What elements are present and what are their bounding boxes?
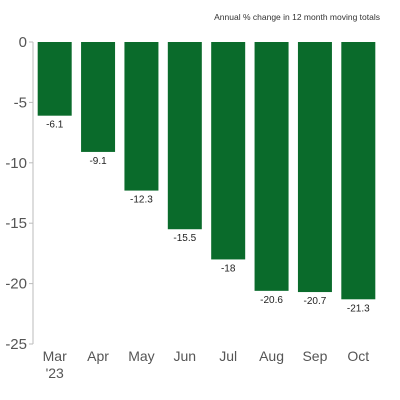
data-label: -20.7 — [304, 296, 327, 307]
data-label: -18 — [221, 263, 236, 274]
y-tick-label: -15 — [5, 215, 27, 232]
bar — [297, 42, 332, 293]
x-tick-label: Jul — [219, 348, 237, 364]
x-axis: Mar '23 Apr May Jun Jul Aug Sep Oct — [43, 348, 370, 381]
bar — [81, 42, 116, 152]
bar — [341, 42, 376, 300]
data-label: -6.1 — [46, 120, 64, 131]
x-tick-label: May — [128, 348, 154, 364]
y-tick-label: -5 — [14, 94, 27, 111]
bar — [254, 42, 289, 291]
y-tick-label: -25 — [5, 336, 27, 353]
data-label: -12.3 — [130, 195, 153, 206]
x-tick-label: Mar '23 — [43, 348, 67, 381]
data-label: -20.6 — [260, 295, 283, 306]
bar — [211, 42, 246, 260]
y-axis: 0 -5 -10 -15 -20 -25 — [5, 34, 34, 353]
x-tick-label: Aug — [259, 348, 284, 364]
x-tick-label: Jun — [174, 348, 197, 364]
x-tick-label: Sep — [302, 348, 327, 364]
data-label: -9.1 — [89, 156, 107, 167]
bar — [37, 42, 72, 116]
y-tick-label: 0 — [19, 34, 27, 51]
y-tick-label: -20 — [5, 276, 27, 293]
chart-subtitle: Annual % change in 12 month moving total… — [214, 12, 380, 22]
bars-group — [37, 42, 376, 300]
bar — [167, 42, 202, 230]
y-tick-label: -10 — [5, 155, 27, 172]
bar — [124, 42, 159, 191]
data-label: -21.3 — [347, 303, 370, 314]
x-tick-label: Apr — [87, 348, 109, 364]
data-labels-group: -6.1 -9.1 -12.3 -15.5 -18 -20.6 -20.7 -21.3 — [46, 120, 370, 315]
data-label: -15.5 — [173, 233, 196, 244]
x-tick-label: Oct — [347, 348, 369, 364]
